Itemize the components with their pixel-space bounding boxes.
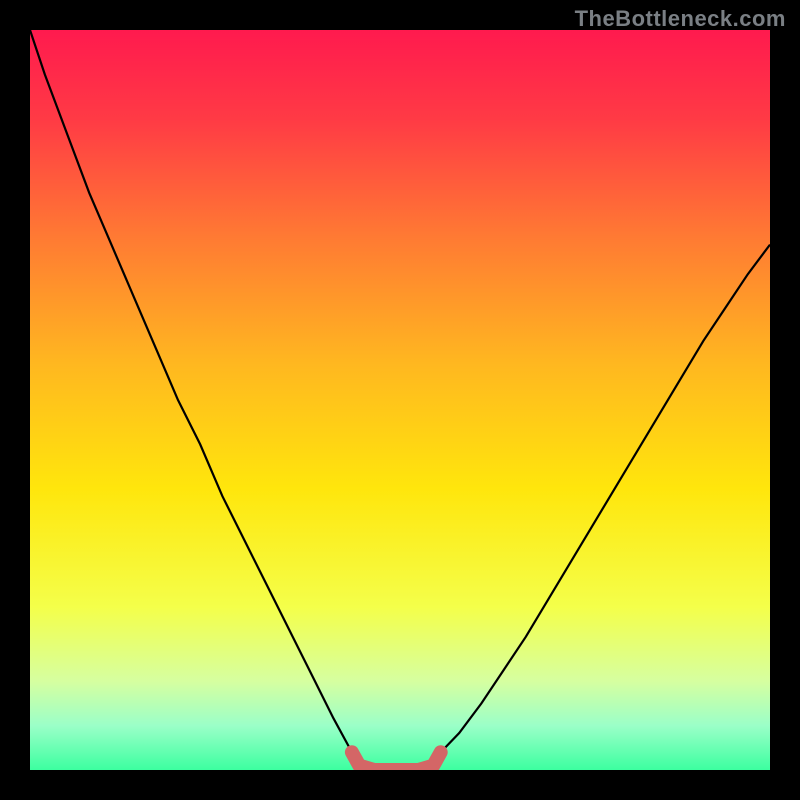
chart-background [30, 30, 770, 770]
chart-svg [0, 0, 800, 800]
bottleneck-chart: TheBottleneck.com [0, 0, 800, 800]
source-watermark: TheBottleneck.com [575, 6, 786, 32]
